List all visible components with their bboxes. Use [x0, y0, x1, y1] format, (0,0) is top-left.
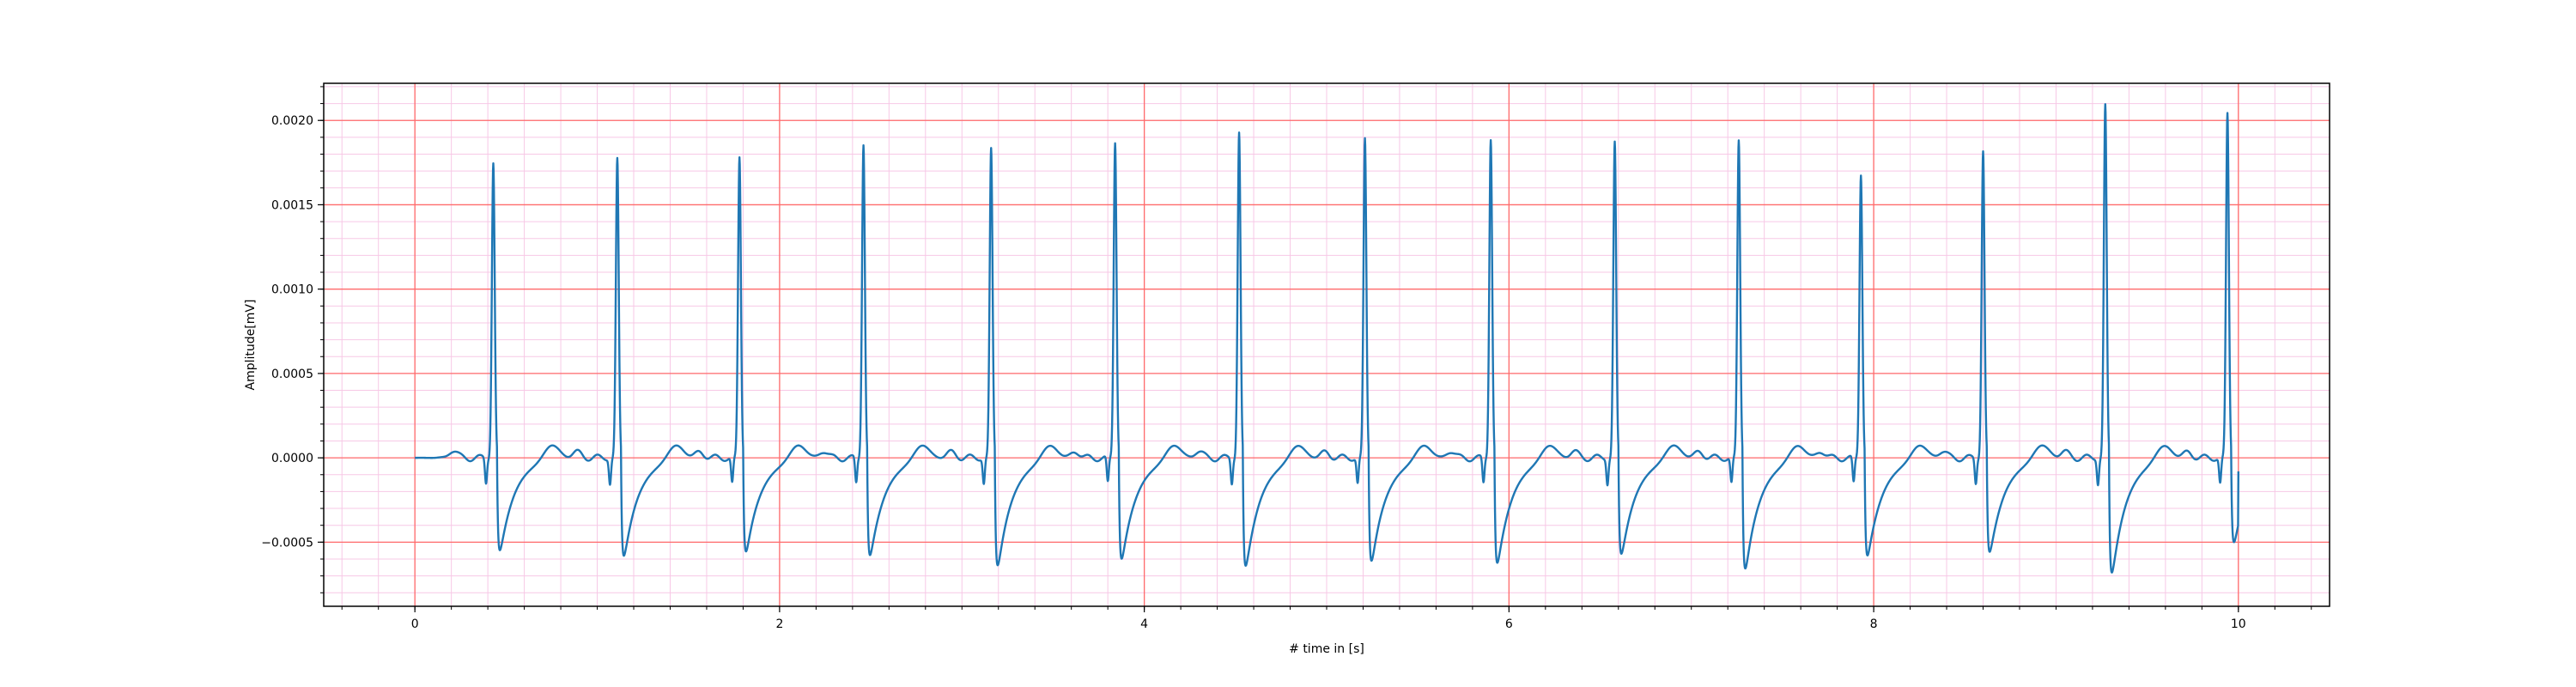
y-axis-label: Amplitude[mV]	[244, 300, 258, 391]
y-axis: −0.0005 0.0000 0.0005 0.0010 0.0015 0.0020	[261, 86, 324, 593]
x-tick-label: 6	[1505, 617, 1513, 631]
x-tick-label: 2	[775, 617, 783, 631]
plot-area	[323, 82, 2330, 607]
x-tick-label: 10	[2231, 617, 2246, 631]
ecg-series-line	[414, 103, 2240, 574]
x-tick-label: 0	[411, 617, 419, 631]
major-grid	[324, 83, 2330, 606]
x-axis: 0 2 4 6 8 10	[341, 606, 2312, 631]
x-axis-label: # time in [s]	[1289, 642, 1364, 656]
y-tick-label: 0.0020	[271, 114, 313, 128]
y-tick-label: 0.0005	[271, 368, 313, 381]
x-tick-label: 4	[1140, 617, 1148, 631]
y-tick-label: 0.0000	[271, 452, 313, 465]
y-tick-label: −0.0005	[261, 536, 313, 550]
x-tick-label: 8	[1870, 617, 1878, 631]
y-tick-label: 0.0015	[271, 198, 313, 212]
y-tick-label: 0.0010	[271, 283, 313, 297]
